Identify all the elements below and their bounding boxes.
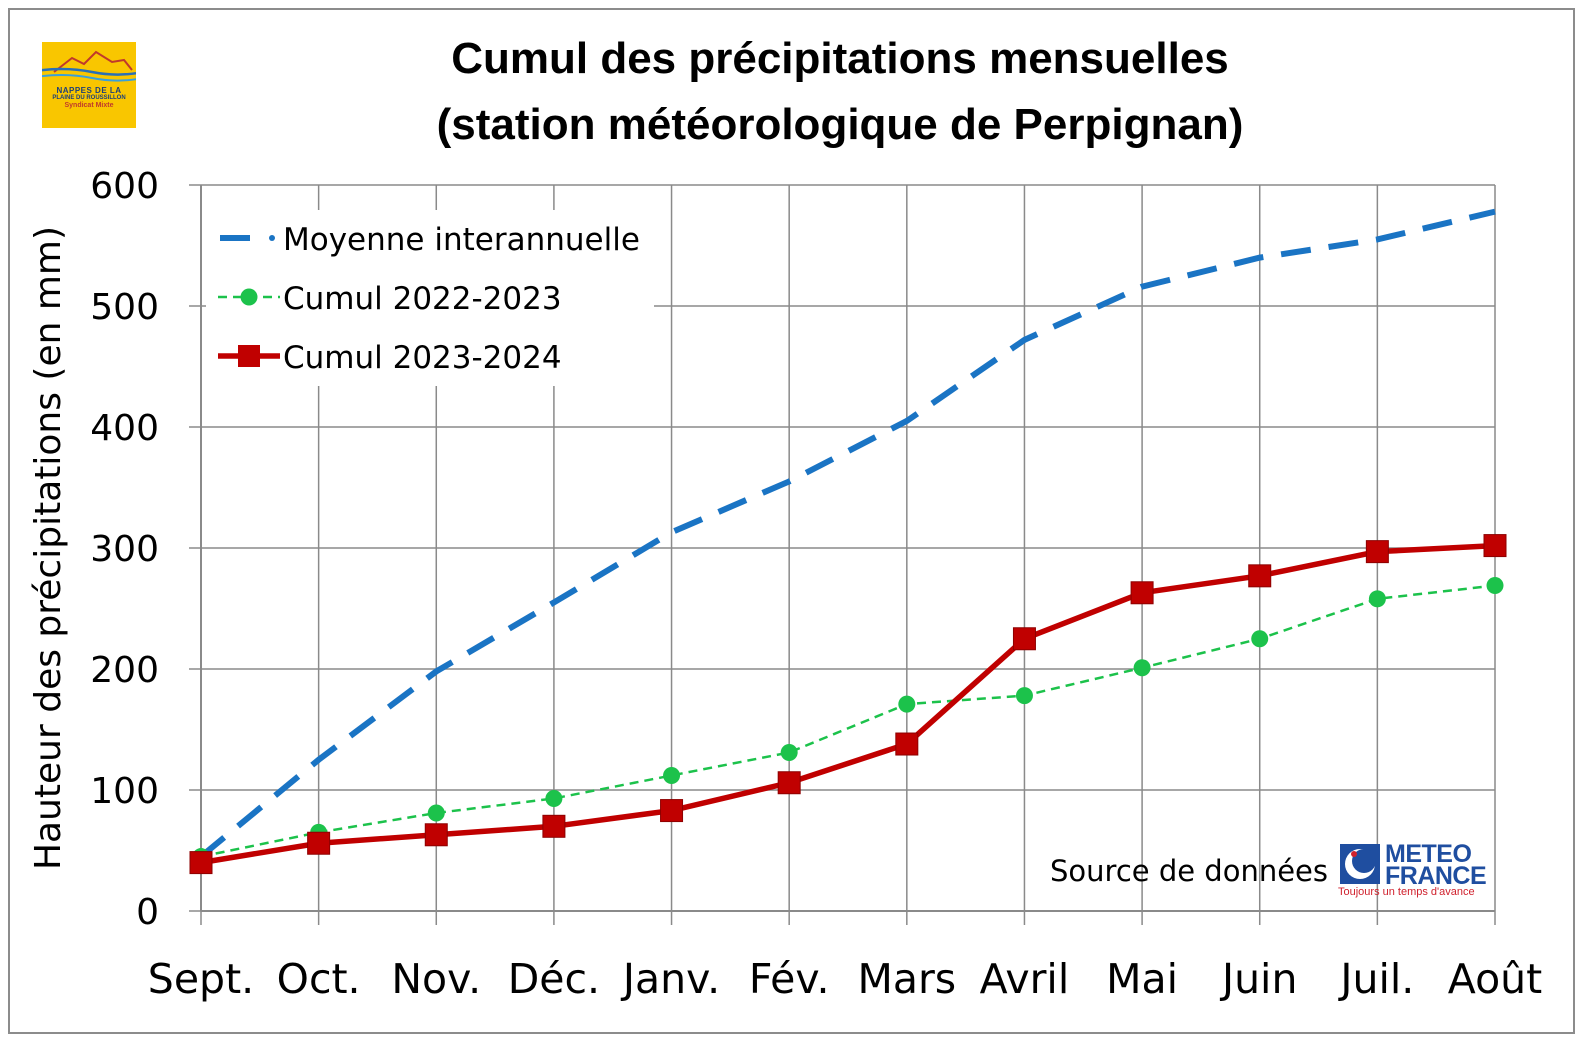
series-2-point-1: [307, 831, 331, 855]
y-tick-label-500: 500: [90, 287, 159, 328]
series-2-point-11: [1483, 534, 1507, 558]
series-1: [192, 577, 1504, 866]
y-tick-label-100: 100: [90, 771, 159, 812]
series-2-point-4: [660, 799, 684, 823]
x-tick-label-0: Sept.: [148, 955, 254, 1003]
series-1-point-7: [1015, 687, 1033, 705]
x-tick-label-4: Janv.: [620, 955, 720, 1003]
x-tick-label-11: Août: [1448, 955, 1542, 1003]
source-label: Source de données :: [1050, 854, 1347, 888]
chart-title-line1: Cumul des précipitations mensuelles: [451, 34, 1229, 83]
series-2-point-10: [1365, 540, 1389, 564]
legend-label-1: Cumul 2022-2023: [283, 281, 562, 317]
series-2-point-3: [542, 814, 566, 838]
x-tick-label-5: Fév.: [749, 955, 830, 1003]
meteo-france-brand-line2: FRANCE: [1385, 862, 1487, 890]
y-tick-label-600: 600: [90, 166, 159, 207]
series-2-point-7: [1012, 627, 1036, 651]
series-1-point-4: [663, 766, 681, 784]
legend-entry-1: Cumul 2022-2023: [218, 281, 562, 317]
x-tick-label-6: Mars: [857, 955, 956, 1003]
mountain-waves-icon: [42, 50, 136, 82]
legend-entry-2: Cumul 2023-2024: [218, 340, 562, 376]
series-2-point-2: [424, 823, 448, 847]
x-tick-label-7: Avril: [980, 955, 1070, 1003]
x-tick-label-10: Juil.: [1337, 955, 1414, 1003]
legend-background: [206, 210, 654, 386]
series-line-2: [200, 542, 1496, 866]
series-line-1: [200, 584, 1496, 858]
chart-frame: [8, 8, 1575, 1034]
y-tick-label-200: 200: [90, 650, 159, 691]
syndicat-logo: NAPPES DE LA PLAINE DU ROUSSILLON Syndic…: [42, 42, 136, 128]
meteo-france-brand-line1: METEO: [1385, 840, 1472, 868]
series-layer: [189, 208, 1507, 875]
legend: Moyenne interannuelle Cumul 2022-2023 Cumu…: [218, 222, 640, 376]
y-tick-label-300: 300: [90, 529, 159, 570]
axes: 0 100 200 300 400 500 600 Sept. Oct. Nov. Déc. Janv…: [90, 166, 1542, 1003]
series-1-point-9: [1251, 630, 1269, 648]
meteo-france-logo: METEO FRANCE Toujours un temps d'avance: [1338, 840, 1487, 900]
series-2-point-6: [895, 732, 919, 756]
series-1-point-6: [898, 695, 916, 713]
meteo-france-tagline: Toujours un temps d'avance: [1338, 886, 1475, 898]
x-tick-label-9: Juin: [1219, 955, 1297, 1003]
x-tick-label-1: Oct.: [277, 955, 361, 1003]
logo-text-line3: Syndicat Mixte: [64, 102, 114, 109]
x-tick-label-8: Mai: [1106, 955, 1178, 1003]
series-2-point-0: [189, 851, 213, 875]
chart-title-line2: (station météorologique de Perpignan): [436, 100, 1244, 149]
series-2: [189, 534, 1507, 875]
x-tick-label-2: Nov.: [391, 955, 481, 1003]
legend-label-2: Cumul 2023-2024: [283, 340, 562, 376]
y-tick-label-400: 400: [90, 408, 159, 449]
series-2-point-9: [1248, 564, 1272, 588]
legend-marker-1: [240, 288, 258, 306]
y-axis-label: Hauteur des précipitations (en mm): [28, 226, 69, 870]
legend-swatch-dot-0: [269, 235, 275, 241]
logo-text-line2: PLAINE DU ROUSSILLON: [52, 95, 126, 101]
series-1-point-2: [427, 804, 445, 822]
series-2-point-5: [777, 771, 801, 795]
y-tick-label-0: 0: [136, 892, 159, 933]
series-1-point-10: [1368, 590, 1386, 608]
legend-marker-2: [238, 345, 260, 367]
meteo-france-emblem-icon: [1340, 844, 1380, 884]
legend-label-0: Moyenne interannuelle: [283, 222, 640, 258]
logo-text-line1: NAPPES DE LA: [56, 86, 122, 95]
series-1-point-5: [780, 743, 798, 761]
series-2-point-8: [1130, 581, 1154, 605]
x-tick-label-3: Déc.: [508, 955, 600, 1003]
series-1-point-11: [1486, 577, 1504, 595]
legend-entry-0: Moyenne interannuelle: [220, 222, 640, 258]
series-1-point-3: [545, 789, 563, 807]
series-1-point-8: [1133, 659, 1151, 677]
